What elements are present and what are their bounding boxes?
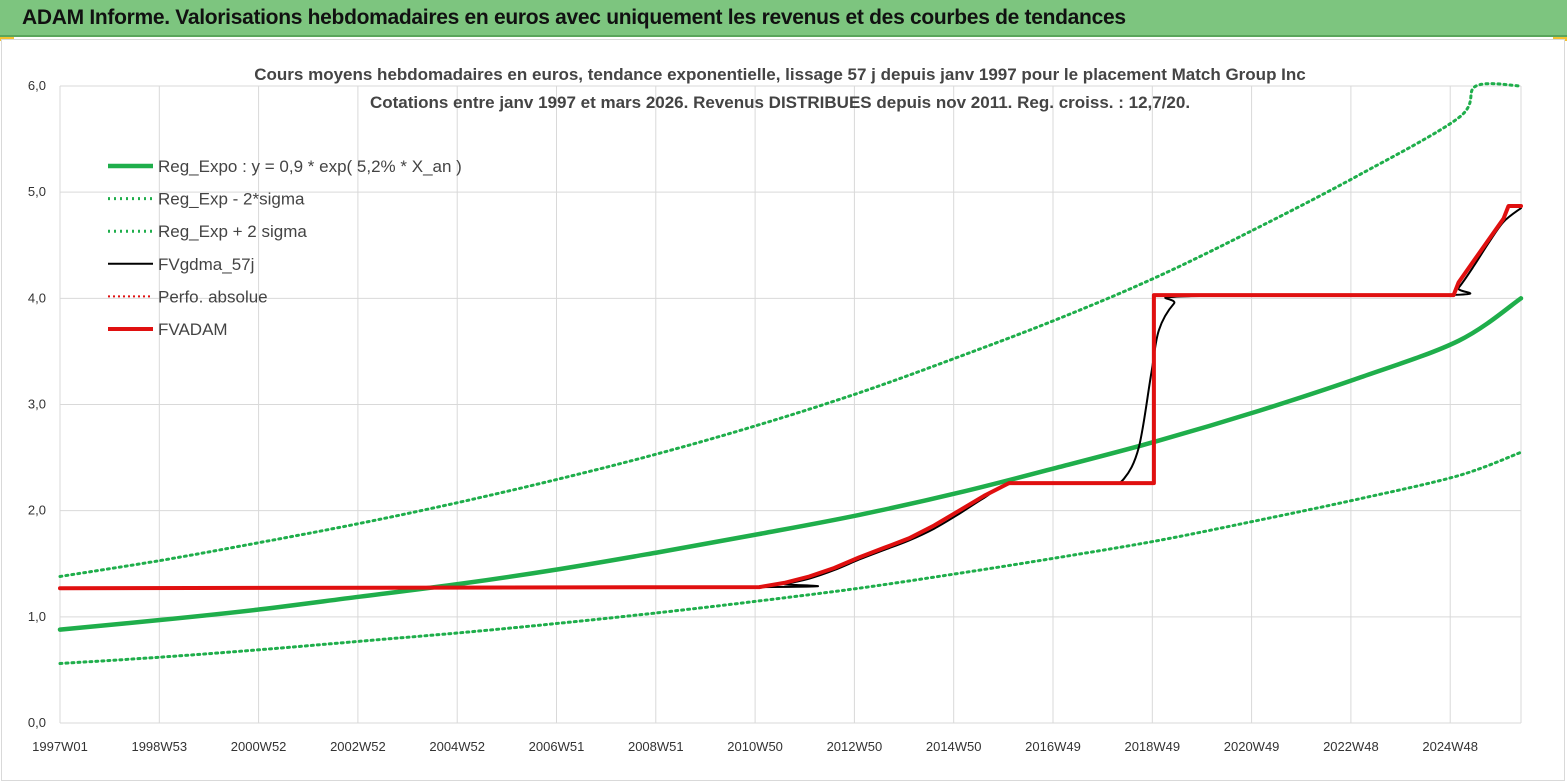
x-tick-label: 2022W48: [1323, 739, 1379, 754]
x-tick-label: 1997W01: [32, 739, 88, 754]
y-tick-label: 4,0: [28, 290, 46, 305]
y-tick-label: 6,0: [28, 78, 46, 93]
x-tick-label: 2020W49: [1224, 739, 1280, 754]
x-tick-label: 2000W52: [231, 739, 287, 754]
y-tick-label: 1,0: [28, 609, 46, 624]
series-line-2: [58, 82, 1523, 578]
x-tick-label: 2018W49: [1124, 739, 1180, 754]
header-banner: ADAM Informe. Valorisations hebdomadaire…: [0, 0, 1567, 37]
series-line-0: [57, 296, 1524, 632]
legend-label: FVADAM: [158, 320, 228, 339]
series-line-1: [58, 450, 1523, 665]
x-tick-label: 2008W51: [628, 739, 684, 754]
y-tick-label: 3,0: [28, 397, 46, 412]
x-tick-label: 1998W53: [131, 739, 187, 754]
x-tick-label: 2012W50: [827, 739, 883, 754]
legend-label: Reg_Exp + 2 sigma: [158, 222, 307, 241]
page-title: ADAM Informe. Valorisations hebdomadaire…: [22, 6, 1126, 29]
chart-title-line1: Cours moyens hebdomadaires en euros, ten…: [254, 65, 1306, 84]
y-tick-label: 2,0: [28, 503, 46, 518]
x-tick-label: 2016W49: [1025, 739, 1081, 754]
chart-area: [1, 39, 1565, 781]
y-tick-label: 0,0: [28, 715, 46, 730]
series-line-5: [58, 204, 1523, 591]
y-tick-label: 5,0: [28, 184, 46, 199]
x-tick-label: 2006W51: [529, 739, 585, 754]
x-tick-label: 2002W52: [330, 739, 386, 754]
legend-label: Reg_Expo : y = 0,9 * exp( 5,2% * X_an ): [158, 157, 462, 176]
x-tick-label: 2010W50: [727, 739, 783, 754]
legend-label: Perfo. absolue: [158, 287, 268, 306]
x-tick-label: 2004W52: [429, 739, 485, 754]
x-tick-label: 2024W48: [1422, 739, 1478, 754]
legend-label: FVgdma_57j: [158, 255, 254, 274]
x-tick-label: 2014W50: [926, 739, 982, 754]
legend-label: Reg_Exp - 2*sigma: [158, 190, 305, 209]
chart-title-line2: Cotations entre janv 1997 et mars 2026. …: [370, 93, 1190, 112]
